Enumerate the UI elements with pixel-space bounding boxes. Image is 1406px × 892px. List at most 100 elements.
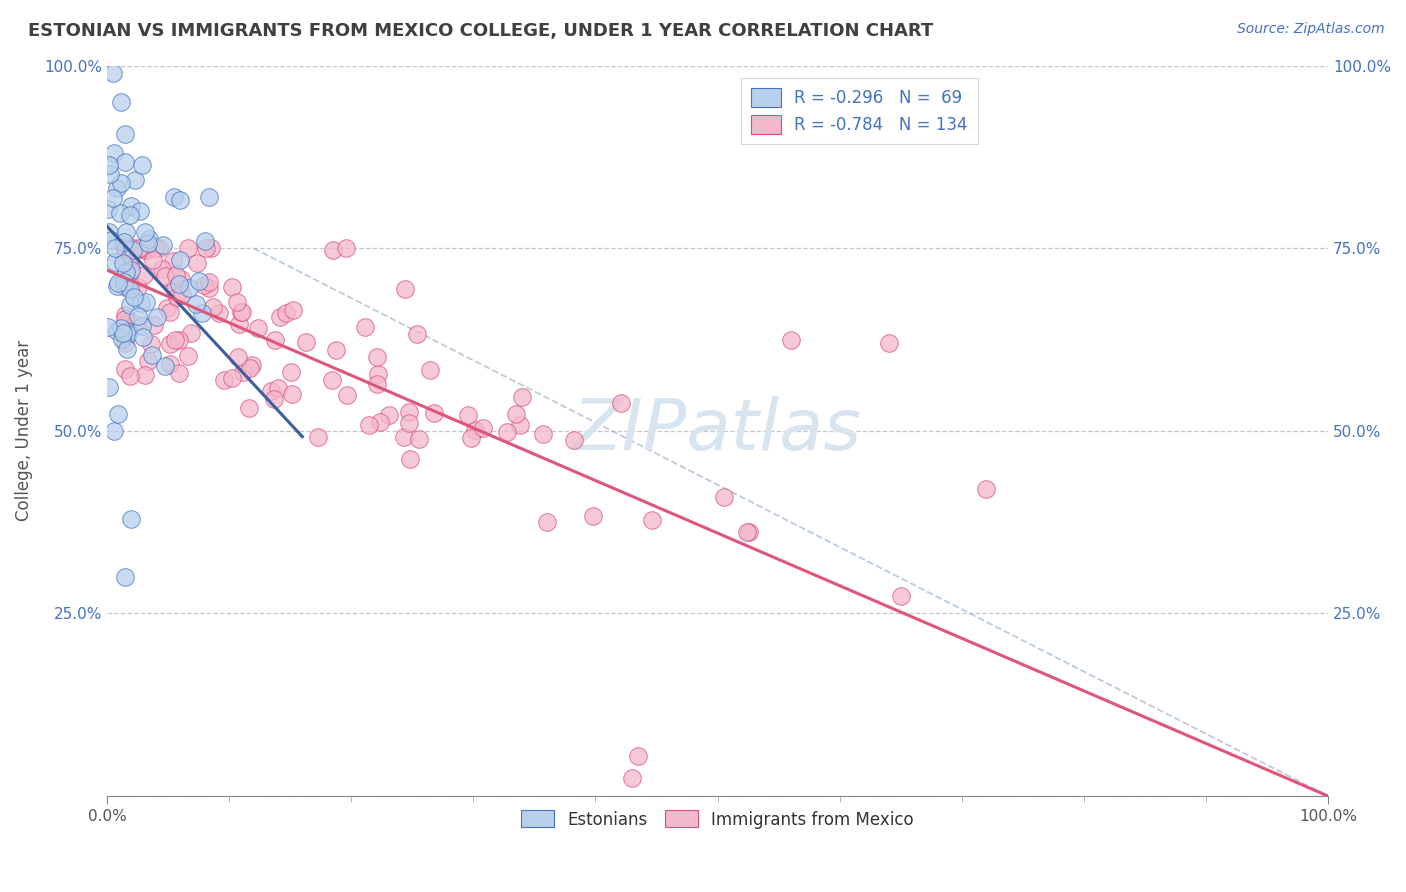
- Point: [114, 308, 136, 322]
- Point: [120, 265, 142, 279]
- Point: [114, 280, 136, 294]
- Point: [398, 416, 420, 430]
- Point: [163, 190, 186, 204]
- Point: [165, 281, 187, 295]
- Point: [267, 381, 290, 395]
- Point: [172, 286, 194, 301]
- Point: [129, 295, 152, 310]
- Point: [495, 425, 517, 439]
- Point: [105, 279, 128, 293]
- Point: [460, 431, 482, 445]
- Point: [117, 278, 139, 293]
- Point: [226, 351, 249, 365]
- Point: [325, 343, 347, 358]
- Point: [114, 127, 136, 141]
- Point: [118, 282, 141, 296]
- Point: [738, 525, 761, 540]
- Point: [107, 407, 129, 421]
- Point: [134, 268, 156, 283]
- Point: [457, 409, 479, 423]
- Point: [187, 274, 209, 288]
- Point: [779, 333, 801, 347]
- Point: [281, 302, 304, 317]
- Point: [112, 326, 135, 340]
- Point: [120, 199, 142, 213]
- Point: [510, 390, 533, 404]
- Point: [124, 290, 146, 304]
- Point: [419, 363, 441, 377]
- Point: [139, 337, 162, 351]
- Point: [128, 203, 150, 218]
- Point: [193, 277, 215, 292]
- Point: [890, 589, 912, 603]
- Point: [135, 295, 157, 310]
- Point: [321, 372, 343, 386]
- Point: [191, 305, 214, 319]
- Point: [115, 225, 138, 239]
- Point: [105, 181, 128, 195]
- Point: [124, 318, 146, 332]
- Point: [505, 407, 527, 421]
- Point: [231, 304, 253, 318]
- Point: [120, 263, 142, 277]
- Point: [264, 333, 287, 347]
- Point: [198, 280, 221, 294]
- Point: [640, 513, 662, 527]
- Text: ZIPatlas: ZIPatlas: [574, 396, 862, 466]
- Point: [307, 430, 329, 444]
- Point: [156, 301, 179, 315]
- Point: [131, 319, 153, 334]
- Point: [134, 368, 156, 383]
- Point: [194, 234, 217, 248]
- Point: [105, 324, 128, 338]
- Point: [246, 321, 269, 335]
- Point: [98, 380, 121, 394]
- Point: [231, 304, 253, 318]
- Point: [110, 95, 132, 109]
- Point: [98, 225, 121, 239]
- Point: [114, 265, 136, 279]
- Text: Source: ZipAtlas.com: Source: ZipAtlas.com: [1237, 22, 1385, 37]
- Point: [114, 311, 136, 326]
- Point: [110, 320, 132, 334]
- Point: [124, 241, 146, 255]
- Point: [114, 275, 136, 289]
- Point: [232, 365, 254, 379]
- Point: [110, 206, 132, 220]
- Point: [221, 371, 243, 385]
- Point: [405, 327, 427, 342]
- Point: [114, 154, 136, 169]
- Point: [136, 235, 159, 250]
- Point: [508, 418, 530, 433]
- Point: [366, 376, 388, 391]
- Point: [280, 365, 302, 379]
- Point: [212, 373, 235, 387]
- Point: [114, 336, 136, 351]
- Point: [239, 360, 262, 375]
- Point: [335, 241, 357, 255]
- Point: [153, 359, 176, 373]
- Point: [167, 333, 190, 347]
- Point: [114, 570, 136, 584]
- Point: [368, 415, 391, 429]
- Point: [269, 310, 291, 324]
- Point: [408, 432, 430, 446]
- Point: [735, 524, 758, 539]
- Point: [131, 158, 153, 172]
- Point: [128, 241, 150, 255]
- Point: [180, 326, 202, 340]
- Point: [367, 367, 389, 381]
- Point: [114, 268, 136, 283]
- Point: [104, 241, 127, 255]
- Point: [153, 268, 176, 283]
- Point: [162, 254, 184, 268]
- Point: [107, 277, 129, 291]
- Point: [152, 237, 174, 252]
- Point: [150, 262, 173, 277]
- Point: [118, 208, 141, 222]
- Point: [165, 268, 187, 283]
- Point: [143, 241, 166, 255]
- Point: [200, 241, 222, 255]
- Point: [274, 306, 297, 320]
- Point: [221, 280, 243, 294]
